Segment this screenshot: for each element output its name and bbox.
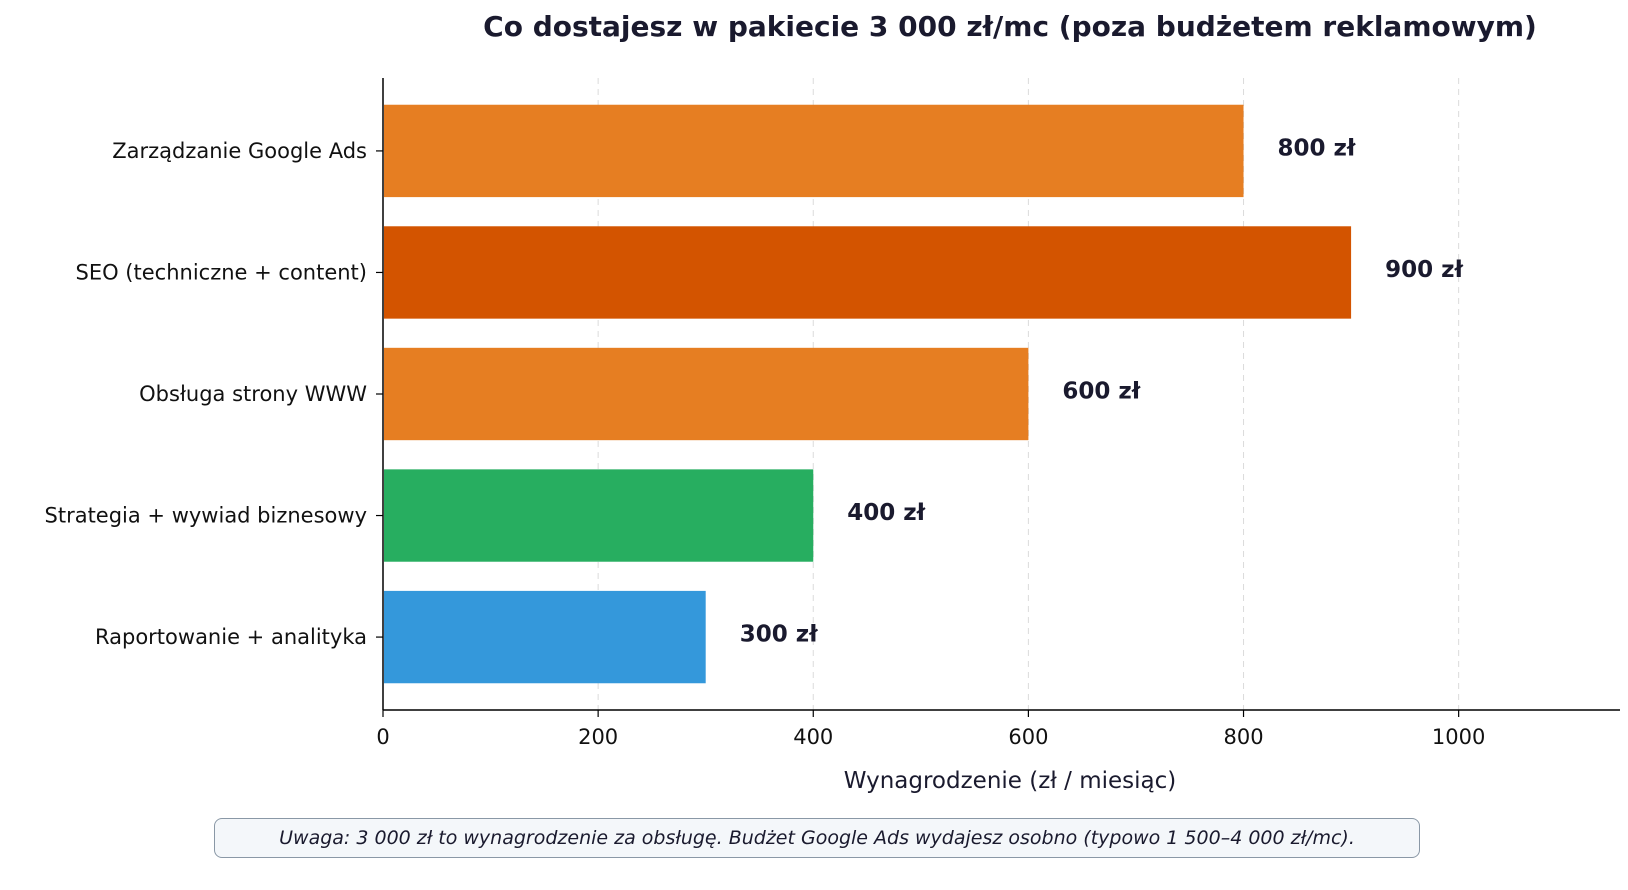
x-tick-labels: 0 200 400 600 800 1000 [376,725,1485,749]
y-tick-labels: Zarządzanie Google Ads SEO (techniczne + … [45,139,368,649]
chart-title: Co dostajesz w pakiecie 3 000 zł/mc (poz… [483,10,1537,43]
value-label: 400 zł [847,500,925,526]
note-text: Uwaga: 3 000 zł to wynagrodzenie za obsł… [279,827,1355,849]
value-label: 600 zł [1062,379,1140,405]
y-tick-label: SEO (techniczne + content) [76,260,368,284]
x-tick-label: 200 [578,725,618,749]
x-axis-label: Wynagrodzenie (zł / miesiąc) [844,768,1176,794]
value-label: 800 zł [1278,135,1356,161]
x-tick-label: 1000 [1432,725,1485,749]
axes [376,78,1620,717]
bar [384,469,814,562]
y-tick-label: Obsługa strony WWW [139,382,367,406]
bars [384,104,1352,684]
note-box: Uwaga: 3 000 zł to wynagrodzenie za obsł… [214,818,1420,858]
value-labels: 800 zł 900 zł 600 zł 400 zł 300 zł [740,135,1464,647]
x-tick-label: 600 [1008,725,1048,749]
x-tick-label: 400 [793,725,833,749]
y-tick-label: Strategia + wywiad biznesowy [45,504,368,528]
x-tick-label: 800 [1223,725,1263,749]
value-label: 300 zł [740,622,818,648]
bar [384,590,706,684]
value-label: 900 zł [1385,257,1463,283]
bar [384,104,1244,198]
bar [384,226,1352,319]
x-tick-label: 0 [376,725,389,749]
bar [384,347,1029,441]
y-tick-label: Zarządzanie Google Ads [112,139,367,163]
y-tick-label: Raportowanie + analityka [95,625,367,649]
